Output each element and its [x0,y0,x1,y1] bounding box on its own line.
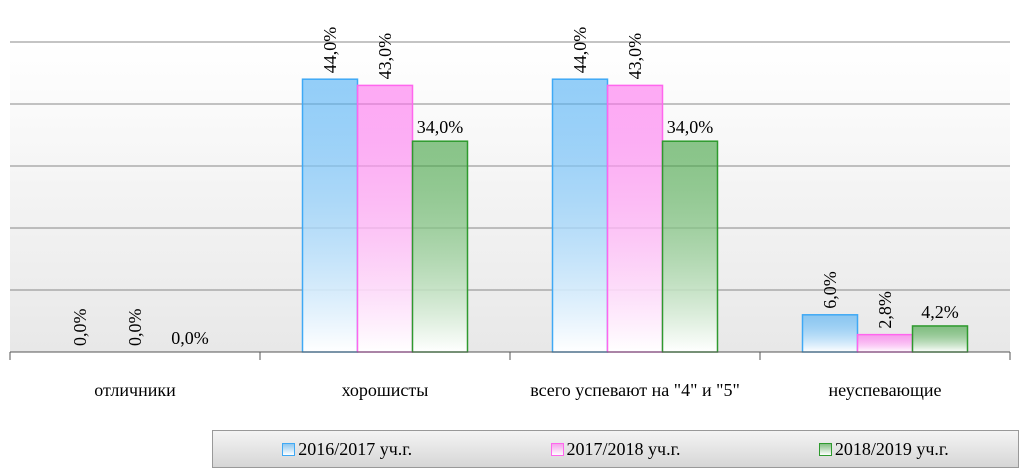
bar [606,84,664,353]
data-label: 6,0% [820,271,840,309]
legend-item: 2018/2019 уч.г. [818,438,949,460]
legend-label: 2016/2017 уч.г. [298,438,413,459]
legend-swatch [550,442,564,456]
bar [301,78,359,353]
legend-swatch [282,442,296,456]
legend-item: 2016/2017 уч.г. [282,439,412,460]
bar [911,325,969,353]
legend: 2016/2017 уч.г. 2017/2018 уч.г. 2018/2019 … [212,430,1019,468]
bar [856,333,914,353]
plot-background [10,42,1010,352]
data-label: 43,0% [625,33,645,80]
legend-label: 2017/2018 уч.г. [566,438,681,459]
data-label: 0,0% [70,309,90,347]
x-tick-label: неуспевающие [828,380,942,400]
data-label: 2,8% [875,291,895,329]
bar [411,140,469,353]
data-label: 0,0% [125,309,145,347]
data-label: 4,2% [921,302,959,322]
legend-item: 2017/2018 уч.г. [550,438,681,460]
bar [356,84,414,353]
legend-label: 2018/2019 уч.г. [834,438,949,459]
plot: 0,0% 44,0% 44,0% 6,0% 0,0% 43,0% 43,0% 2,8% 0,0%… [9,27,1011,360]
data-label: 43,0% [375,33,395,80]
data-label: 0,0% [171,328,209,348]
data-label: 34,0% [417,117,464,137]
bar [801,314,859,353]
legend-swatch [818,442,832,456]
data-label: 44,0% [570,27,590,74]
data-label: 34,0% [667,117,714,137]
bar [661,140,719,353]
x-tick-label: всего успевают на "4" и "5" [530,380,740,400]
x-tick-label: хорошисты [341,380,429,400]
x-tick-label: отличники [94,380,176,400]
bar [551,78,609,353]
data-label: 44,0% [320,27,340,74]
